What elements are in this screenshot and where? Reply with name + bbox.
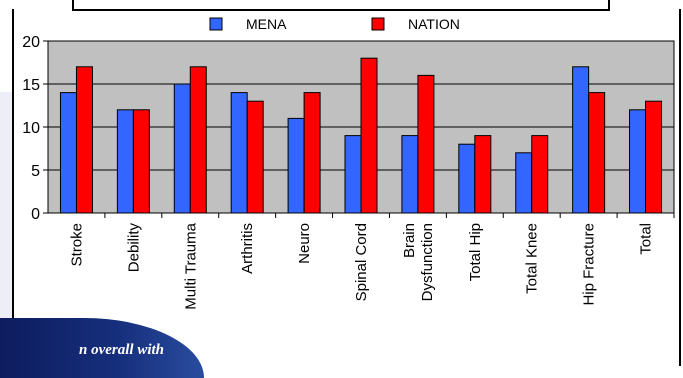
- x-category-label-line: Stroke: [68, 223, 85, 266]
- x-category-label: Arthritis: [239, 223, 256, 274]
- x-category-label: Total Hip: [467, 223, 484, 281]
- x-category-label: Spinal Cord: [353, 223, 370, 301]
- x-category-label: Neuro: [296, 223, 313, 264]
- bar-nation-total-hip: [474, 135, 492, 214]
- x-category-label: Multi Trauma: [182, 222, 199, 309]
- y-tick-label: 10: [22, 120, 40, 137]
- bar-nation-neuro: [303, 92, 321, 214]
- x-category-label-line: Total Knee: [524, 223, 541, 294]
- bar-mena-total: [629, 109, 647, 214]
- bar-mena-total-knee: [515, 152, 533, 214]
- legend-label-mena: MENA: [246, 16, 287, 32]
- bar-nation-hip-fracture: [588, 92, 606, 214]
- x-category-label: Hip Fracture: [581, 223, 598, 306]
- y-tick-label: 0: [31, 206, 40, 223]
- bar-nation-total: [645, 100, 663, 214]
- bar-nation-arthritis: [246, 100, 264, 214]
- x-category-label: Brain Dysfunction: [401, 223, 436, 301]
- x-category-label-line: Total: [638, 223, 655, 255]
- bar-mena-hip-fracture: [572, 66, 590, 214]
- bar-nation-brain-dysfunction: [417, 74, 435, 214]
- x-category-label-line: Dysfunction: [419, 223, 436, 301]
- legend-swatch-nation: [371, 17, 385, 31]
- bar-nation-multi-trauma: [189, 66, 207, 214]
- chart-title-strip: [72, 0, 610, 11]
- bar-nation-spinal-cord: [360, 57, 378, 214]
- x-category-label-line: Hip Fracture: [581, 223, 598, 306]
- bar-nation-debility: [132, 109, 150, 214]
- x-category-label-line: Brain: [401, 223, 418, 258]
- bar-nation-total-knee: [531, 135, 549, 214]
- x-category-label: Total Knee: [524, 223, 541, 294]
- y-tick-label: 15: [22, 77, 40, 94]
- x-category-label-line: Multi Trauma: [182, 222, 199, 309]
- x-category-label-line: Spinal Cord: [353, 223, 370, 301]
- x-category-label-line: Debility: [125, 223, 142, 273]
- x-category-label: Total: [638, 223, 655, 255]
- bar-mena-debility: [116, 109, 134, 214]
- y-tick-label: 5: [31, 163, 40, 180]
- x-category-label: Debility: [125, 223, 142, 273]
- footer-caption: n overall with: [78, 342, 164, 358]
- bar-mena-brain-dysfunction: [401, 135, 419, 214]
- bar-mena-total-hip: [458, 143, 476, 214]
- legend-swatch-mena: [209, 17, 223, 31]
- bar-mena-multi-trauma: [173, 83, 191, 214]
- bar-mena-neuro: [287, 117, 305, 214]
- bar-mena-spinal-cord: [344, 135, 362, 214]
- x-category-label: Stroke: [68, 223, 85, 266]
- bar-nation-stroke: [75, 66, 93, 214]
- bar-mena-stroke: [59, 92, 77, 214]
- legend-label-nation: NATION: [408, 16, 460, 32]
- bar-chart: 0 5 10 15 20 Stroke Debility Multi Trauma Arthri…: [22, 16, 675, 310]
- x-category-label-line: Total Hip: [467, 223, 484, 281]
- x-category-label-line: Arthritis: [239, 223, 256, 274]
- bar-mena-arthritis: [230, 92, 248, 214]
- y-tick-label: 20: [22, 34, 40, 51]
- x-category-label-line: Neuro: [296, 223, 313, 264]
